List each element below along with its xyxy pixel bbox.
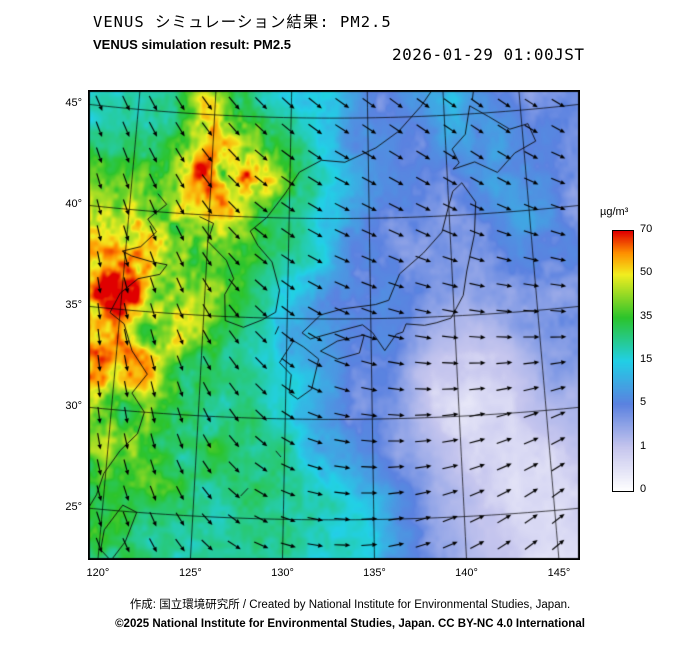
lat-axis-label: 40° [65, 198, 82, 211]
colorbar-unit-label: µg/m³ [600, 206, 629, 218]
colorbar-tick-label: 50 [640, 266, 653, 279]
colorbar-tick-label: 15 [640, 353, 653, 365]
lat-axis-label: 25° [65, 501, 82, 514]
colorbar [612, 230, 634, 492]
page-title-english: VENUS simulation result: PM2.5 [93, 37, 291, 52]
lat-axis-label: 45° [65, 97, 82, 110]
colorbar-tick-label: 35 [640, 309, 653, 322]
colorbar-tick-label: 0 [640, 483, 647, 495]
credit-line: 作成: 国立環境研究所 / Created by National Instit… [129, 599, 571, 611]
pm25-map-canvas [88, 90, 580, 560]
lon-axis-label: 135° [363, 567, 386, 579]
lat-axis-label: 30° [65, 400, 82, 413]
colorbar-gradient [613, 231, 633, 491]
lon-axis-label: 140° [455, 567, 478, 579]
lon-axis-label: 125° [178, 567, 202, 579]
colorbar-tick-label: 5 [640, 396, 647, 409]
colorbar-tick-label: 70 [640, 223, 653, 235]
colorbar-tick-label: 1 [640, 439, 647, 452]
page-title-japanese: VENUS シミュレーション結果: PM2.5 [93, 13, 392, 31]
license-line: ©2025 National Institute for Environment… [115, 618, 585, 630]
lon-axis-label: 130° [271, 567, 294, 579]
lon-axis-label: 120° [86, 567, 110, 579]
lon-axis-label: 145° [547, 567, 571, 579]
lat-axis-label: 35° [65, 299, 82, 312]
simulation-timestamp: 2026-01-29 01:00JST [392, 45, 585, 64]
map-frame [88, 90, 580, 560]
